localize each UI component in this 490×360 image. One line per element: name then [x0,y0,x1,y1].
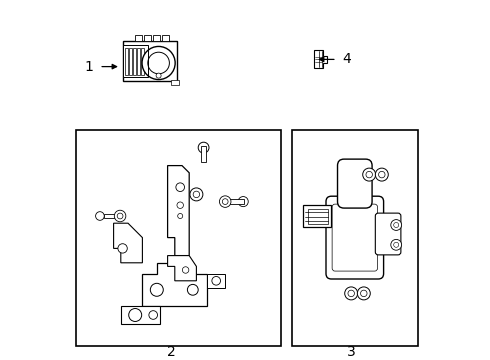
Circle shape [220,196,231,207]
Circle shape [366,171,372,178]
Circle shape [149,311,157,319]
FancyBboxPatch shape [338,159,372,208]
Circle shape [117,213,123,219]
Circle shape [212,276,220,285]
Bar [201,146,206,162]
Bar [229,199,244,204]
Circle shape [178,213,183,219]
Circle shape [118,244,127,253]
Polygon shape [143,263,207,306]
Bar [133,48,136,75]
Circle shape [379,171,385,178]
Bar [137,48,140,75]
Circle shape [182,267,189,273]
Circle shape [142,46,175,80]
Bar [104,214,118,218]
Circle shape [348,290,354,297]
Text: 3: 3 [347,345,356,359]
Circle shape [222,199,228,204]
Circle shape [193,191,199,198]
Circle shape [361,290,367,297]
Circle shape [96,212,104,220]
Circle shape [150,283,163,296]
Text: 2: 2 [167,345,175,359]
Polygon shape [168,256,196,281]
Circle shape [129,309,142,321]
Bar [141,48,144,75]
Circle shape [391,220,402,230]
Circle shape [187,284,198,295]
Circle shape [393,242,399,247]
Polygon shape [303,205,331,227]
Bar [308,209,328,224]
Circle shape [148,52,170,74]
Circle shape [176,183,185,192]
Bar [153,35,160,41]
Text: 4: 4 [342,53,351,66]
Circle shape [190,188,203,201]
Bar [129,48,132,75]
Circle shape [391,239,402,250]
Polygon shape [121,306,160,324]
Bar [292,130,418,346]
Polygon shape [207,274,225,288]
Circle shape [238,197,248,207]
Circle shape [393,222,399,228]
Circle shape [357,287,370,300]
Circle shape [198,142,209,153]
Bar [135,35,142,41]
Circle shape [177,202,183,208]
Polygon shape [114,223,143,263]
Polygon shape [314,50,327,68]
Polygon shape [168,166,189,256]
Bar [125,48,128,75]
Circle shape [345,287,358,300]
Bar [144,35,151,41]
Bar [122,45,148,77]
FancyBboxPatch shape [375,213,401,255]
Circle shape [114,210,126,222]
Circle shape [363,168,376,181]
FancyBboxPatch shape [326,196,384,279]
Circle shape [156,73,161,78]
Bar [76,130,281,346]
FancyBboxPatch shape [332,204,377,271]
Bar [171,80,179,85]
Text: 1: 1 [85,60,94,73]
Circle shape [375,168,388,181]
Polygon shape [122,41,176,81]
Bar [162,35,169,41]
